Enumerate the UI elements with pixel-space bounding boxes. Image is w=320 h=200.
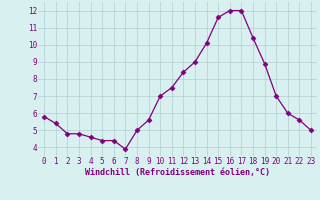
- X-axis label: Windchill (Refroidissement éolien,°C): Windchill (Refroidissement éolien,°C): [85, 168, 270, 177]
